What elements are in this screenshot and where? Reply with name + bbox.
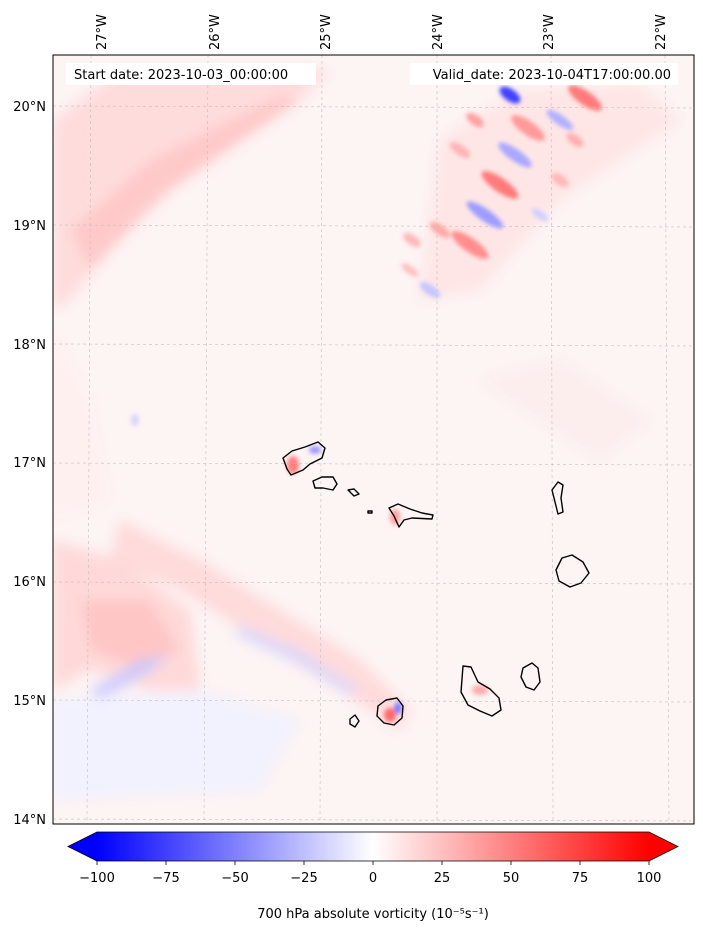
start-date-box — [66, 63, 316, 85]
colorbar-body — [97, 832, 649, 861]
lat-label-19n: 19°N — [13, 219, 46, 234]
lat-label-17n: 17°N — [13, 456, 46, 471]
island-sal — [551, 481, 564, 515]
lon-label-27w: 27°W — [95, 14, 110, 50]
colorbar-tick-label: 0 — [369, 871, 377, 886]
colorbar-tick-label: −100 — [79, 871, 115, 886]
colorbar-tick-label: 25 — [434, 871, 451, 886]
colorbar-tick-label: 100 — [637, 871, 662, 886]
colorbar-tick-label: 75 — [572, 871, 589, 886]
lat-label-14n: 14°N — [13, 813, 46, 828]
lon-label-23w: 23°W — [542, 14, 557, 50]
lon-label-25w: 25°W — [319, 14, 334, 50]
colorbar-tick-label: 50 — [503, 871, 520, 886]
colorbar-tick-label: −25 — [290, 871, 317, 886]
map-frame — [52, 54, 695, 825]
island-sao-vicente — [312, 476, 338, 491]
colorbar: −100 −75 −50 −25 0 25 50 75 100 700 hPa absolute… — [67, 831, 679, 922]
lon-label-26w: 26°W — [208, 14, 223, 50]
lon-label-24w: 24°W — [431, 14, 446, 50]
island-brava — [349, 714, 360, 728]
map-gridlines — [53, 55, 694, 824]
lon-label-22w: 22°W — [654, 14, 669, 50]
valid-date-box — [410, 63, 678, 85]
start-date-text: Start date: 2023-10-03_00:00:00 — [74, 68, 288, 83]
island-sao-nicolau — [388, 503, 434, 528]
island-fogo — [376, 697, 404, 726]
island-santo-antao — [282, 441, 326, 476]
lat-label-18n: 18°N — [13, 338, 46, 353]
island-boa-vista — [555, 554, 590, 588]
colorbar-tick-label: −50 — [221, 871, 248, 886]
colorbar-ticks: −100 −75 −50 −25 0 25 50 75 100 — [79, 861, 661, 886]
colorbar-label: 700 hPa absolute vorticity (10⁻⁵s⁻¹) — [257, 907, 489, 922]
longitude-labels: 27°W 26°W 25°W 24°W 23°W 22°W — [95, 14, 669, 50]
lat-label-15n: 15°N — [13, 694, 46, 709]
island-coastlines — [282, 441, 590, 728]
lat-label-20n: 20°N — [13, 100, 46, 115]
lat-label-16n: 16°N — [13, 575, 46, 590]
vorticity-field — [53, 70, 680, 800]
island-santiago — [460, 665, 502, 717]
colorbar-extend-min — [68, 832, 97, 861]
island-maio — [520, 662, 541, 691]
island-branco — [367, 510, 373, 514]
latitude-labels: 20°N 19°N 18°N 17°N 16°N 15°N 14°N — [13, 100, 46, 828]
colorbar-extend-max — [649, 832, 678, 861]
island-santa-luzia — [347, 488, 360, 497]
valid-date-text: Valid_date: 2023-10-04T17:00:00.00 — [433, 68, 671, 83]
colorbar-tick-label: −75 — [152, 871, 179, 886]
